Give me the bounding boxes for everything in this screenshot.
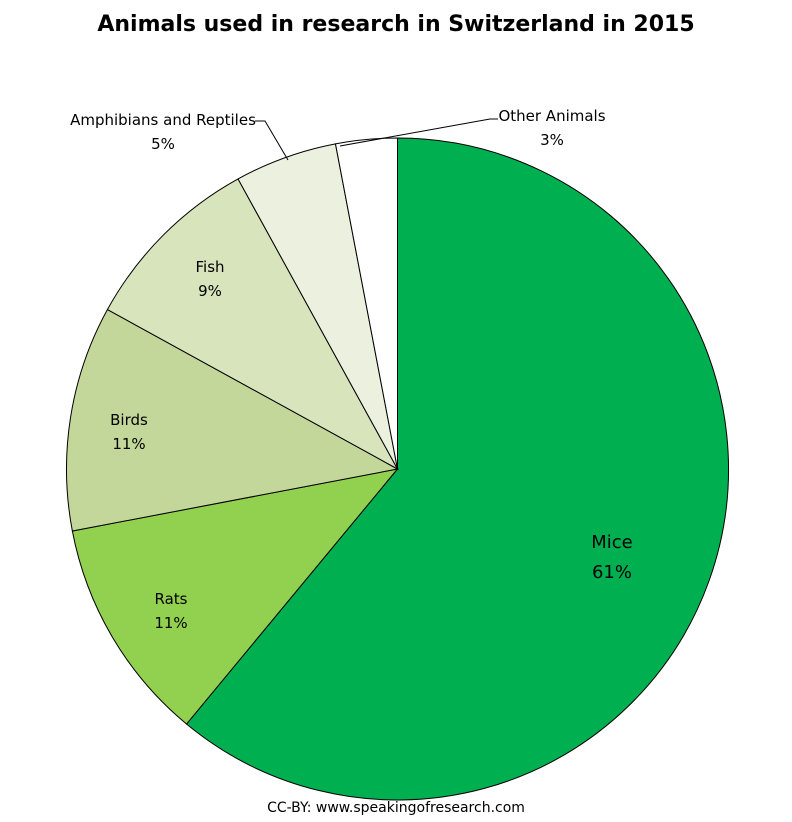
slice-label-mice: Mice xyxy=(591,532,633,553)
chart-title: Animals used in research in Switzerland … xyxy=(97,12,695,37)
slice-value-mice: 61% xyxy=(592,562,632,583)
slice-label-amphibians-and-reptiles: Amphibians and Reptiles xyxy=(70,111,256,129)
leader-line-amphibians-and-reptiles xyxy=(255,120,289,161)
slice-value-amphibians-and-reptiles: 5% xyxy=(151,135,175,153)
slice-label-other-animals: Other Animals xyxy=(498,107,605,125)
slice-label-fish: Fish xyxy=(195,258,224,276)
slice-label-birds: Birds xyxy=(110,411,148,429)
leader-line-other-animals xyxy=(339,118,498,147)
credit-text: CC-BY: www.speakingofresearch.com xyxy=(267,800,525,816)
pie-slice-fish xyxy=(106,178,399,471)
slice-value-fish: 9% xyxy=(198,282,222,300)
slice-value-other-animals: 3% xyxy=(540,131,564,149)
pie-slice-other-animals xyxy=(334,137,398,470)
pie-slice-rats xyxy=(71,468,399,725)
slice-value-birds: 11% xyxy=(112,435,145,453)
pie-slice-mice xyxy=(185,137,729,801)
pie-slice-birds xyxy=(66,308,399,532)
slice-label-rats: Rats xyxy=(155,590,188,608)
slice-value-rats: 11% xyxy=(154,614,187,632)
